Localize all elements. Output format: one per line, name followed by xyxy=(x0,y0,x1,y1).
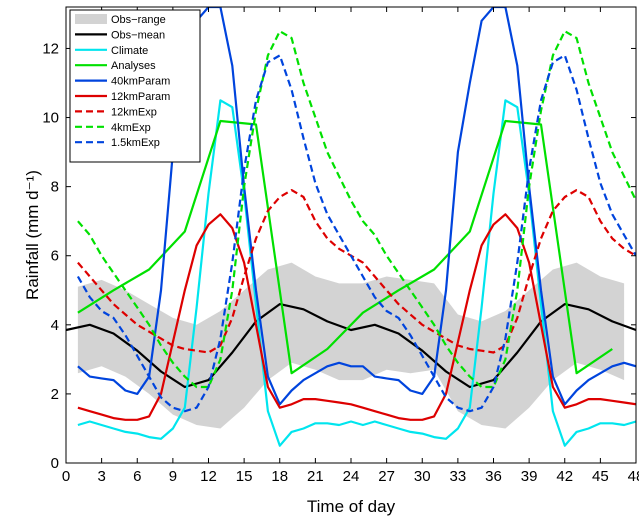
x-tick-label: 15 xyxy=(236,468,253,485)
x-tick-label: 9 xyxy=(169,468,177,485)
x-tick-label: 48 xyxy=(628,468,639,485)
legend: Obs−range Obs−mean Climate Analyses 40kmPara… xyxy=(69,9,201,163)
x-tick-label: 21 xyxy=(307,468,324,485)
legend-label: 12kmParam xyxy=(111,91,170,103)
x-tick-label: 3 xyxy=(97,468,105,485)
y-tick-label: 12 xyxy=(42,40,59,57)
y-axis-label: Rainfall (mm d⁻¹) xyxy=(23,170,42,300)
legend-label: Obs−mean xyxy=(111,29,165,41)
axis-ticks: 036912151821242730333639424548024681012 xyxy=(42,7,639,485)
plot-area xyxy=(66,7,636,447)
legend-label: 1.5kmExp xyxy=(111,137,160,149)
series-line-4kmexp xyxy=(77,30,636,389)
x-tick-label: 0 xyxy=(62,468,70,485)
legend-label: 12kmExp xyxy=(111,106,157,118)
x-tick-label: 6 xyxy=(133,468,141,485)
series-line-12kmparam xyxy=(77,213,636,421)
legend-label: Obs−range xyxy=(111,14,166,26)
series-line-1-5kmexp xyxy=(76,54,636,413)
legend-label: 4kmExp xyxy=(111,122,151,134)
x-tick-label: 33 xyxy=(450,468,467,485)
x-tick-label: 39 xyxy=(521,468,538,485)
y-tick-label: 0 xyxy=(51,455,59,472)
y-tick-label: 2 xyxy=(51,386,59,403)
x-tick-label: 18 xyxy=(271,468,288,485)
series-line-12kmexp xyxy=(77,189,636,354)
series-line-climate xyxy=(77,99,636,447)
legend-label: Climate xyxy=(111,45,148,57)
x-tick-label: 42 xyxy=(556,468,573,485)
x-tick-label: 36 xyxy=(485,468,502,485)
x-tick-label: 24 xyxy=(343,468,360,485)
legend-label: Analyses xyxy=(111,60,156,72)
x-tick-label: 30 xyxy=(414,468,431,485)
y-tick-label: 8 xyxy=(51,179,59,196)
series-line-40kmparam xyxy=(77,7,636,406)
y-tick-label: 6 xyxy=(51,248,59,265)
x-tick-label: 12 xyxy=(200,468,217,485)
legend-swatch-obs-range xyxy=(75,14,107,24)
x-axis-label: Time of day xyxy=(307,497,396,516)
y-tick-label: 4 xyxy=(51,317,59,334)
x-tick-label: 45 xyxy=(592,468,609,485)
x-tick-label: 27 xyxy=(378,468,395,485)
y-tick-label: 10 xyxy=(42,110,59,127)
legend-label: 40kmParam xyxy=(111,76,170,88)
